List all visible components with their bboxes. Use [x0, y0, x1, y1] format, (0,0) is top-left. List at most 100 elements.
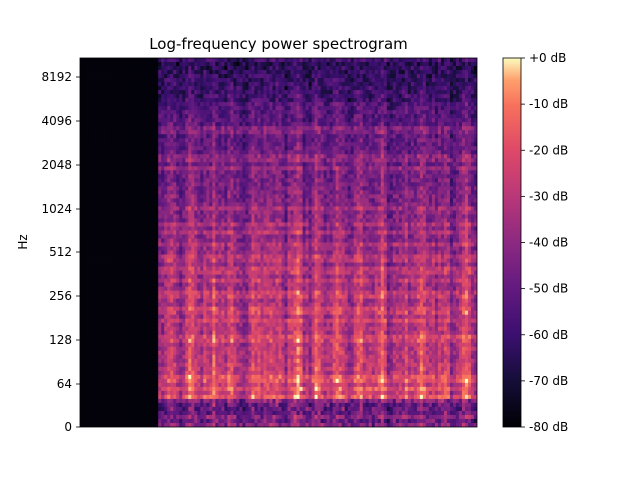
heatmap-cell — [269, 194, 273, 199]
heatmap-cell — [410, 190, 415, 195]
heatmap-cell — [137, 86, 141, 91]
heatmap-cell — [98, 178, 102, 183]
heatmap-cell — [440, 86, 445, 91]
heatmap-cell — [200, 138, 204, 143]
heatmap-cell — [248, 66, 252, 71]
heatmap-cell — [140, 170, 144, 175]
heatmap-cell — [257, 122, 261, 127]
heatmap-cell — [398, 122, 403, 127]
heatmap-cell — [314, 122, 318, 127]
heatmap-cell — [230, 138, 234, 143]
heatmap-cell — [227, 90, 231, 95]
heatmap-cell — [182, 86, 186, 91]
heatmap-cell — [467, 126, 472, 131]
heatmap-cell — [413, 130, 418, 135]
heatmap-cell — [317, 90, 322, 95]
heatmap-cell — [212, 122, 216, 127]
heatmap-cell — [278, 70, 282, 75]
heatmap-cell — [386, 182, 391, 187]
heatmap-cell — [101, 202, 105, 207]
heatmap-cell — [356, 174, 361, 179]
heatmap-cell — [179, 190, 183, 195]
heatmap-cell — [401, 90, 406, 95]
heatmap-cell — [140, 182, 144, 187]
heatmap-cell — [191, 90, 195, 95]
heatmap-cell — [407, 206, 412, 211]
heatmap-cell — [341, 178, 346, 183]
heatmap-cell — [107, 202, 111, 207]
heatmap-cell — [236, 154, 240, 159]
heatmap-cell — [152, 182, 156, 187]
heatmap-cell — [329, 186, 334, 191]
heatmap-cell — [245, 190, 249, 195]
heatmap-cell — [215, 146, 219, 151]
heatmap-cell — [467, 138, 472, 143]
heatmap-cell — [359, 106, 364, 111]
heatmap-cell — [203, 78, 207, 83]
heatmap-cell — [305, 130, 309, 135]
heatmap-cell — [218, 86, 222, 91]
heatmap-cell — [422, 174, 427, 179]
heatmap-cell — [446, 130, 451, 135]
heatmap-cell — [446, 202, 451, 207]
heatmap-cell — [350, 70, 355, 75]
heatmap-cell — [296, 166, 300, 171]
heatmap-cell — [182, 206, 186, 211]
heatmap-cell — [176, 174, 180, 179]
heatmap-cell — [278, 62, 282, 67]
heatmap-cell — [221, 106, 225, 111]
heatmap-cell — [398, 150, 403, 155]
heatmap-cell — [467, 86, 472, 91]
heatmap-cell — [293, 190, 297, 195]
heatmap-cell — [275, 158, 279, 163]
heatmap-cell — [407, 150, 412, 155]
heatmap-cell — [371, 198, 376, 203]
heatmap-cell — [350, 130, 355, 135]
heatmap-cell — [200, 126, 204, 131]
heatmap-cell — [302, 78, 306, 83]
heatmap-cell — [410, 186, 415, 191]
heatmap-cell — [284, 182, 288, 187]
heatmap-cell — [440, 98, 445, 103]
heatmap-cell — [290, 62, 294, 67]
heatmap-cell — [443, 138, 448, 143]
heatmap-cell — [344, 162, 349, 167]
heatmap-cell — [425, 182, 430, 187]
heatmap-cell — [236, 122, 240, 127]
heatmap-cell — [296, 110, 300, 115]
heatmap-cell — [299, 58, 303, 63]
heatmap-cell — [437, 186, 442, 191]
heatmap-cell — [305, 142, 309, 147]
heatmap-cell — [86, 94, 90, 99]
heatmap-cell — [230, 78, 234, 83]
heatmap-cell — [317, 86, 322, 91]
heatmap-cell — [410, 106, 415, 111]
heatmap-cell — [455, 62, 460, 67]
heatmap-cell — [143, 182, 147, 187]
heatmap-cell — [245, 58, 249, 63]
heatmap-cell — [338, 102, 343, 107]
heatmap-cell — [161, 106, 165, 111]
heatmap-cell — [167, 182, 171, 187]
heatmap-cell — [161, 154, 165, 159]
heatmap-cell — [308, 154, 312, 159]
heatmap-cell — [368, 162, 373, 167]
heatmap-cell — [167, 122, 171, 127]
heatmap-cell — [164, 194, 168, 199]
heatmap-cell — [383, 74, 388, 79]
heatmap-cell — [311, 138, 315, 143]
heatmap-cell — [95, 158, 99, 163]
heatmap-cell — [248, 134, 252, 139]
heatmap-cell — [428, 162, 433, 167]
heatmap-cell — [335, 66, 340, 71]
heatmap-cell — [149, 158, 153, 163]
heatmap-cell — [416, 186, 421, 191]
heatmap-cell — [473, 110, 477, 115]
heatmap-cell — [170, 150, 174, 155]
heatmap-cell — [140, 134, 144, 139]
heatmap-cell — [407, 122, 412, 127]
heatmap-cell — [386, 158, 391, 163]
heatmap-cell — [422, 182, 427, 187]
heatmap-cell — [176, 102, 180, 107]
heatmap-cell — [470, 146, 475, 151]
